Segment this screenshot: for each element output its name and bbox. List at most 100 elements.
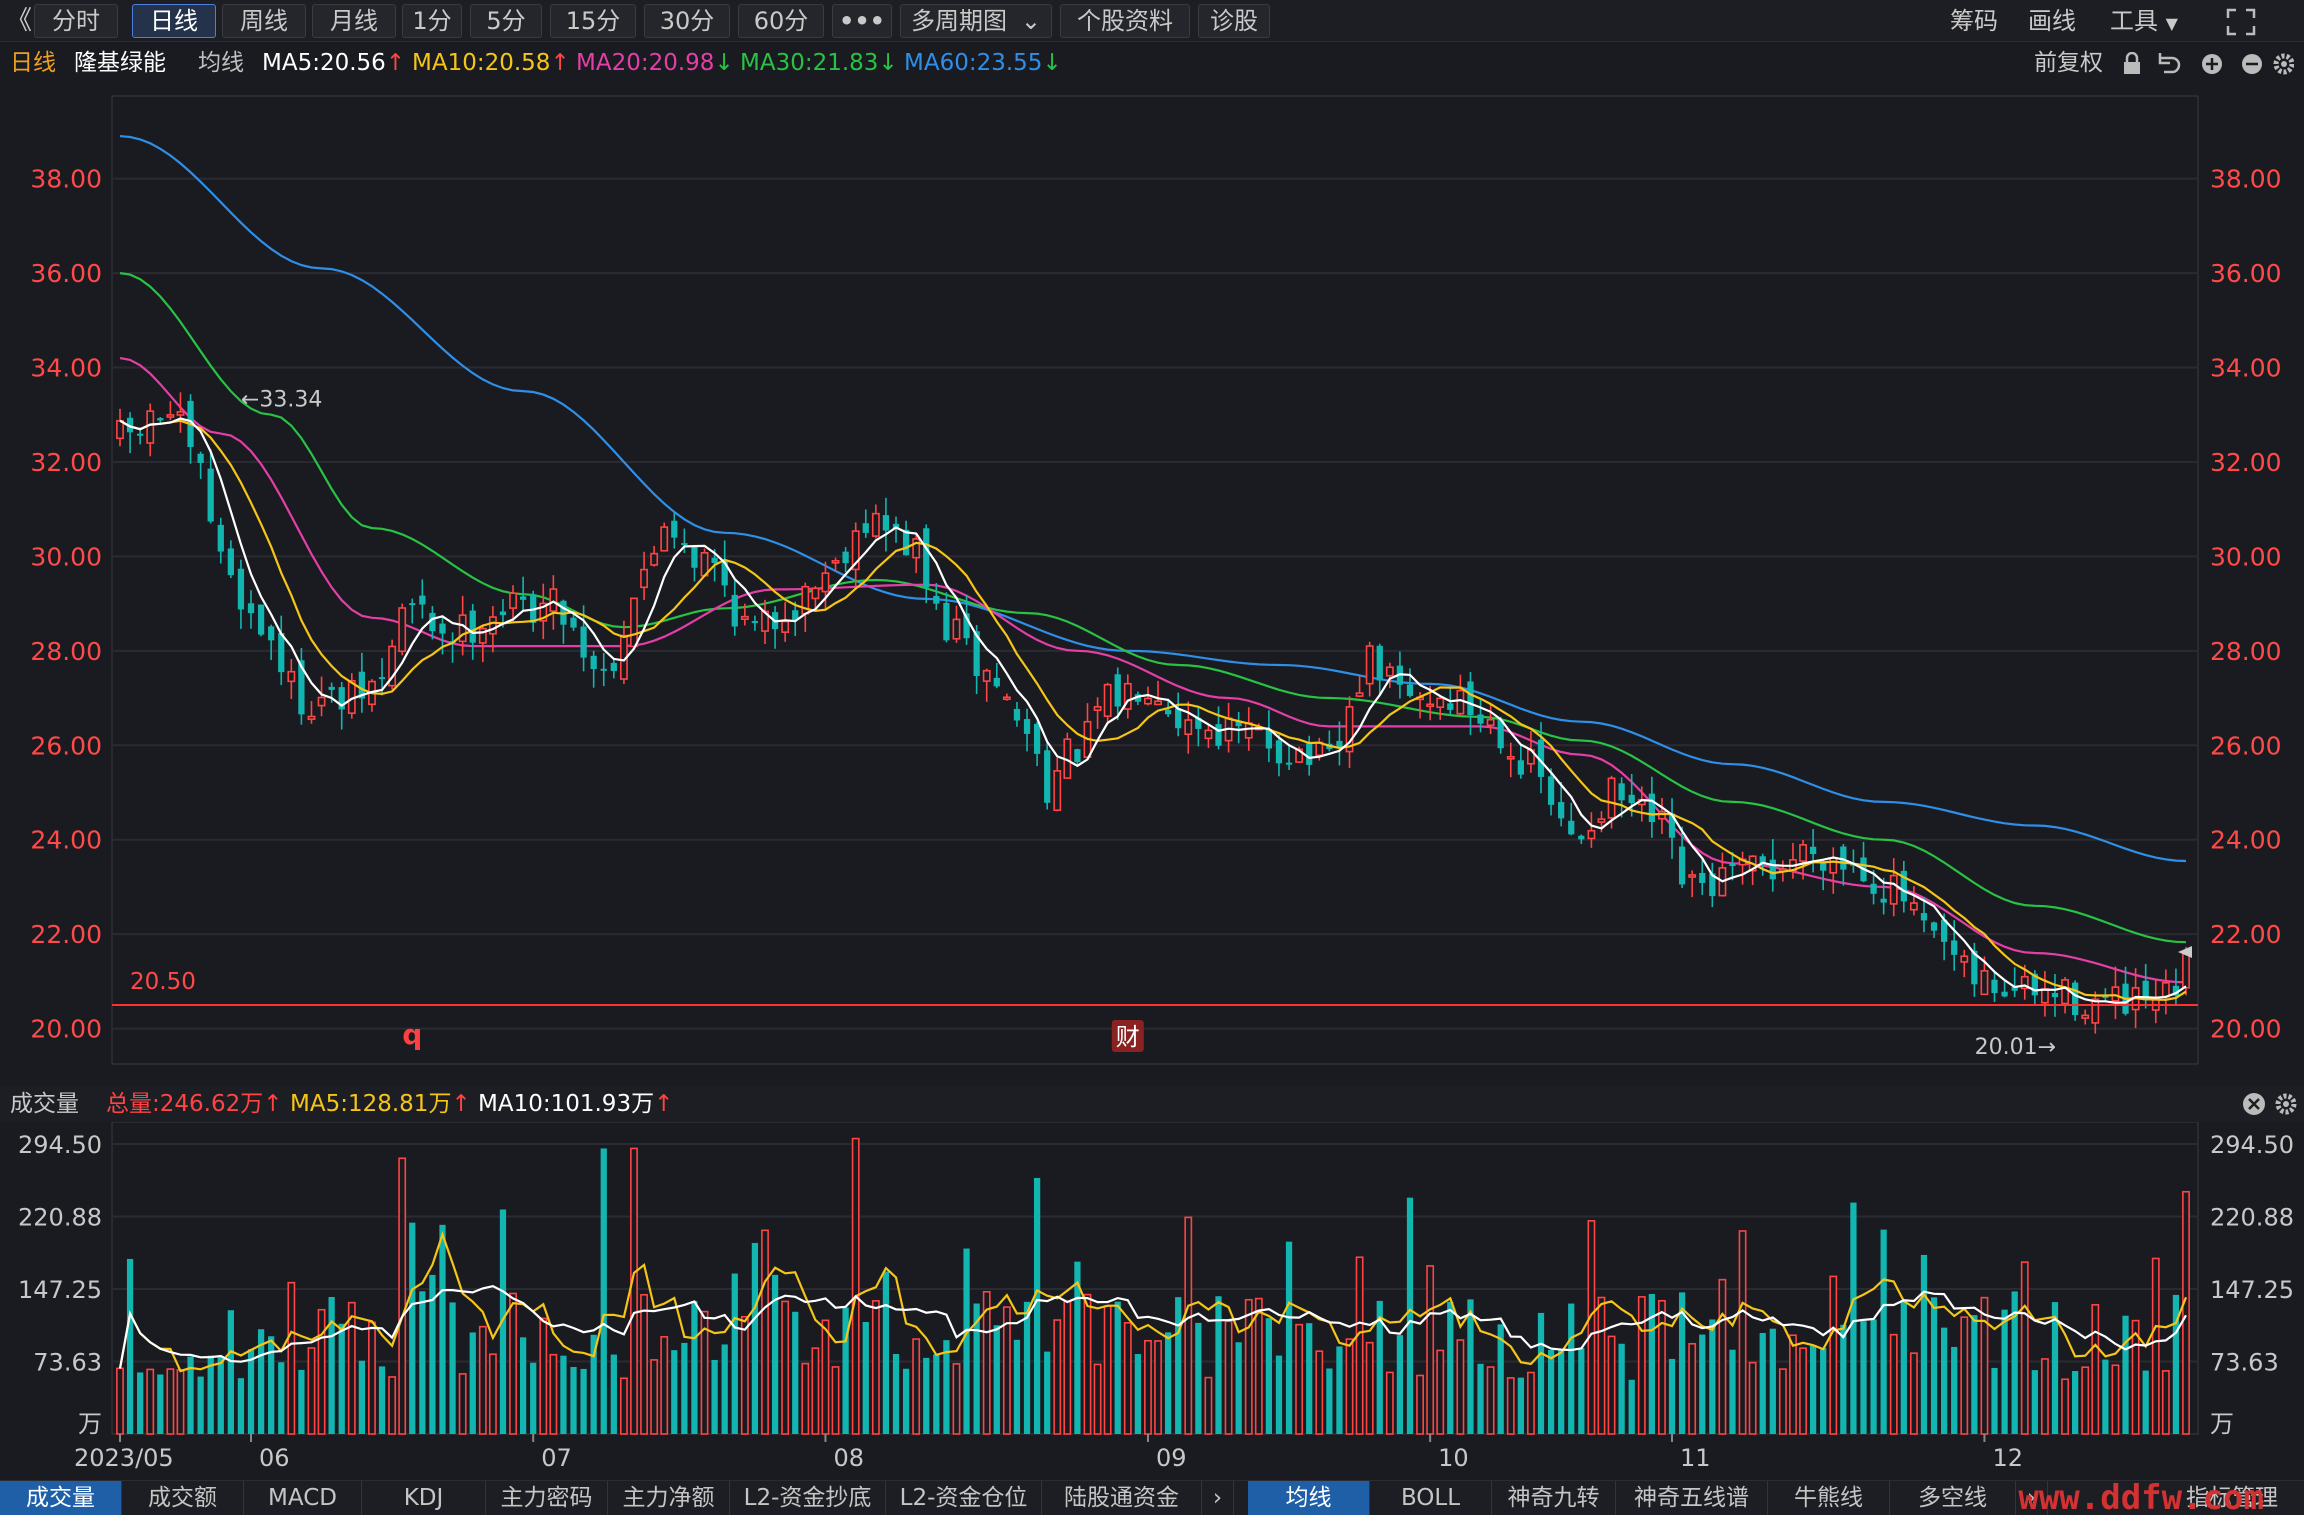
volume-bar[interactable] <box>691 1301 698 1434</box>
volume-bar[interactable] <box>801 1362 810 1435</box>
volume-bar[interactable] <box>871 1300 880 1435</box>
volume-bar[interactable] <box>1688 1342 1697 1435</box>
candle-body[interactable] <box>317 696 326 707</box>
candle-body[interactable] <box>902 529 910 556</box>
candle-body[interactable] <box>1769 859 1776 880</box>
volume-bar[interactable] <box>439 1224 446 1434</box>
zoom-in-icon[interactable] <box>2202 54 2222 74</box>
volume-bar[interactable] <box>560 1355 567 1434</box>
overlay-tab-4[interactable]: 牛熊线 <box>1768 1481 1890 1515</box>
volume-bar[interactable] <box>882 1271 890 1434</box>
volume-bar[interactable] <box>1204 1376 1213 1435</box>
candle-body[interactable] <box>650 552 659 566</box>
volume-bar[interactable] <box>549 1353 558 1435</box>
candle-body[interactable] <box>831 560 840 564</box>
tab-period-daily[interactable]: 日线 <box>132 4 216 38</box>
adjust-mode-button[interactable]: 前复权 <box>2034 50 2103 76</box>
volume-bar[interactable] <box>519 1337 527 1434</box>
candle-body[interactable] <box>811 587 820 600</box>
volume-bar[interactable] <box>1799 1347 1807 1435</box>
candle-body[interactable] <box>1870 883 1877 894</box>
candle-body[interactable] <box>1729 863 1736 867</box>
volume-bar[interactable] <box>157 1374 164 1434</box>
volume-bar[interactable] <box>126 1258 134 1434</box>
candle-body[interactable] <box>1618 783 1625 801</box>
candle-body[interactable] <box>1355 692 1364 697</box>
candle-body[interactable] <box>660 526 669 552</box>
volume-bar[interactable] <box>1820 1347 1827 1434</box>
volume-bar[interactable] <box>509 1292 517 1435</box>
volume-bar[interactable] <box>1748 1361 1757 1435</box>
candle-body[interactable] <box>1023 719 1031 734</box>
volume-bar[interactable] <box>530 1362 537 1434</box>
volume-bar[interactable] <box>1436 1349 1445 1435</box>
volume-bar[interactable] <box>2111 1364 2120 1435</box>
zoom-out-icon[interactable] <box>2242 54 2262 74</box>
volume-bar[interactable] <box>842 1307 849 1434</box>
candle-body[interactable] <box>1265 728 1273 749</box>
volume-bar[interactable] <box>1103 1305 1112 1435</box>
candle-body[interactable] <box>1900 870 1907 902</box>
volume-bar[interactable] <box>347 1301 356 1435</box>
volume-bar[interactable] <box>923 1357 930 1434</box>
volume-bar[interactable] <box>771 1274 779 1434</box>
volume-bar[interactable] <box>247 1349 255 1434</box>
candle-body[interactable] <box>499 611 507 616</box>
candle-body[interactable] <box>1306 743 1313 765</box>
volume-bar[interactable] <box>1215 1296 1222 1434</box>
volume-bar[interactable] <box>1376 1300 1383 1434</box>
volume-bar[interactable] <box>1517 1377 1524 1434</box>
volume-bar[interactable] <box>1960 1316 1969 1435</box>
volume-bar[interactable] <box>1385 1371 1394 1435</box>
candle-body[interactable] <box>509 592 517 609</box>
candle-body[interactable] <box>1033 723 1041 754</box>
volume-bar[interactable] <box>2031 1370 2038 1434</box>
candle-body[interactable] <box>1235 720 1242 727</box>
volume-bar[interactable] <box>166 1368 175 1435</box>
candle-body[interactable] <box>711 557 718 564</box>
candle-body[interactable] <box>1960 955 1969 963</box>
candle-body[interactable] <box>2182 952 2190 989</box>
candle-body[interactable] <box>933 595 940 604</box>
volume-bar[interactable] <box>2051 1302 2059 1434</box>
candle-body[interactable] <box>671 520 678 538</box>
volume-bar[interactable] <box>1648 1293 1655 1434</box>
candle-body[interactable] <box>478 627 487 644</box>
candle-body[interactable] <box>439 623 446 634</box>
volume-bar[interactable] <box>1013 1339 1021 1434</box>
volume-bar[interactable] <box>488 1353 497 1435</box>
volume-bar[interactable] <box>821 1319 830 1435</box>
volume-bar[interactable] <box>681 1342 688 1434</box>
volume-bar[interactable] <box>1235 1342 1242 1434</box>
volume-bar[interactable] <box>1618 1343 1625 1434</box>
volume-bar[interactable] <box>1709 1319 1716 1434</box>
volume-bar[interactable] <box>1295 1323 1304 1435</box>
volume-bar[interactable] <box>1971 1315 1978 1434</box>
tab-period-5min[interactable]: 5分 <box>470 4 542 38</box>
volume-bar[interactable] <box>1738 1230 1747 1435</box>
candle-body[interactable] <box>1175 708 1182 729</box>
candle-body[interactable] <box>2040 988 2049 1004</box>
candle-body[interactable] <box>2102 995 2109 998</box>
candle-body[interactable] <box>1195 717 1202 729</box>
volume-bar[interactable] <box>176 1369 185 1435</box>
volume-bar[interactable] <box>892 1353 900 1434</box>
candle-body[interactable] <box>630 597 638 648</box>
candle-body[interactable] <box>519 596 527 600</box>
volume-bar[interactable] <box>1063 1300 1072 1435</box>
volume-bar[interactable] <box>227 1310 234 1434</box>
candle-body[interactable] <box>1820 861 1827 871</box>
volume-bar[interactable] <box>2182 1190 2190 1435</box>
volume-bar[interactable] <box>1326 1368 1333 1434</box>
volume-bar[interactable] <box>419 1291 426 1434</box>
volume-bar[interactable] <box>187 1356 194 1434</box>
volume-bar[interactable] <box>1920 1254 1928 1434</box>
financial-report-marker-bg[interactable] <box>1111 1020 1144 1052</box>
volume-bar[interactable] <box>458 1373 467 1435</box>
volume-bar[interactable] <box>1134 1354 1142 1434</box>
candle-body[interactable] <box>681 543 688 546</box>
candle-body[interactable] <box>1456 689 1465 715</box>
volume-bar[interactable] <box>671 1350 678 1434</box>
candle-body[interactable] <box>176 411 185 416</box>
volume-bar[interactable] <box>217 1357 224 1434</box>
